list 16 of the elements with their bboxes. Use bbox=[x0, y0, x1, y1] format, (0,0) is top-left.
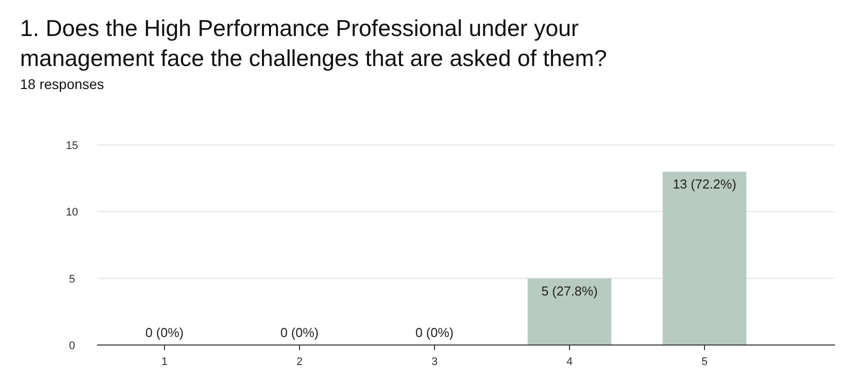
x-tick-label: 5 bbox=[701, 356, 708, 368]
chart-subtitle: 18 responses bbox=[20, 76, 104, 92]
x-tick-label: 2 bbox=[296, 356, 303, 368]
data-label: 5 (27.8%) bbox=[541, 283, 598, 298]
y-tick-label: 15 bbox=[66, 140, 78, 152]
x-tick-label: 3 bbox=[431, 356, 438, 368]
x-tick-label: 4 bbox=[566, 356, 573, 368]
data-label: 13 (72.2%) bbox=[672, 176, 736, 192]
data-label: 0 (0%) bbox=[145, 325, 184, 340]
y-tick-label: 10 bbox=[66, 206, 78, 219]
data-label: 0 (0%) bbox=[280, 325, 319, 340]
y-tick-label: 5 bbox=[68, 273, 76, 286]
chart-title: 1. Does the High Performance Professional under your management face the challenges that are asked of them? bbox=[20, 15, 607, 71]
data-label: 0 (0%) bbox=[415, 325, 454, 340]
x-tick-label: 1 bbox=[161, 356, 168, 368]
y-tick-label: 0 bbox=[68, 340, 76, 352]
